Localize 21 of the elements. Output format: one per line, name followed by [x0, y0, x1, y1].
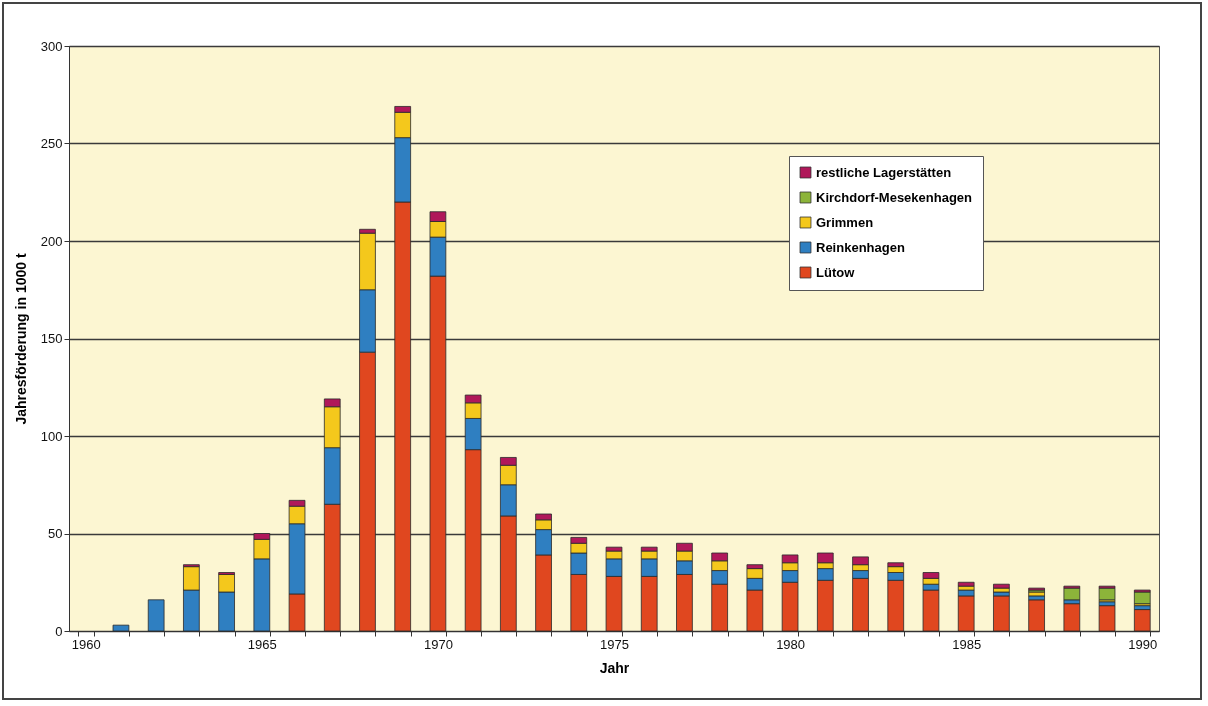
y-tick-label: 200 [40, 233, 63, 249]
y-tick-label: 100 [40, 428, 63, 444]
legend-label: Grimmen [816, 214, 874, 230]
y-tick-label: 300 [40, 38, 63, 54]
x-tick-label: 1960 [71, 636, 101, 652]
legend-label: Kirchdorf-Mesekenhagen [816, 189, 973, 205]
x-tick-label: 1970 [423, 636, 453, 652]
x-tick-label: 1965 [247, 636, 277, 652]
legend-label: Reinkenhagen [816, 239, 905, 255]
y-tick-label: 150 [40, 331, 63, 346]
y-axis-title: Jahresförderung in 1000 t [12, 253, 29, 425]
x-axis-title: Jahr [599, 659, 630, 676]
y-tick-label: 0 [55, 623, 63, 639]
x-tick-label: 1985 [952, 636, 982, 652]
y-tick-label: 250 [40, 136, 63, 151]
y-tick-label: 50 [48, 526, 63, 541]
x-tick-label: 1975 [600, 636, 629, 652]
legend-label: Lütow [816, 264, 856, 280]
x-tick-label: 1990 [1128, 636, 1158, 652]
x-tick-label: 1980 [776, 636, 806, 652]
legend-label: restliche Lagerstätten [816, 164, 952, 180]
